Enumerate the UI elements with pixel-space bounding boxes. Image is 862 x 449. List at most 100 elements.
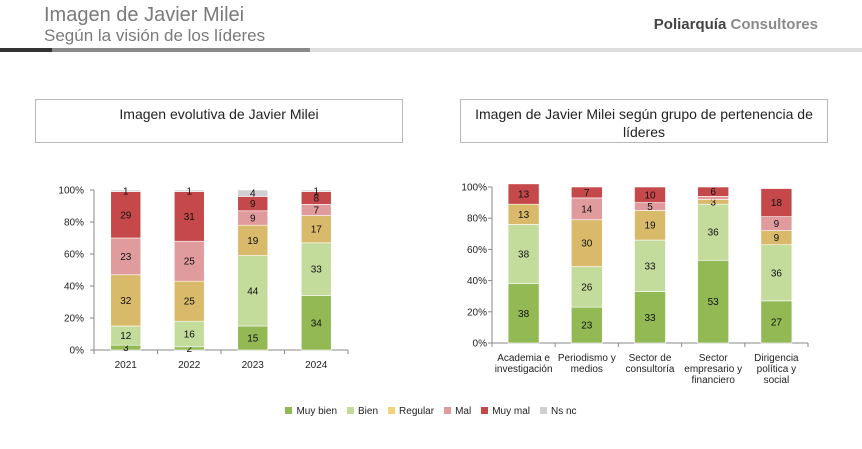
data-label: 1	[186, 186, 192, 197]
data-label: 33	[644, 261, 656, 272]
legend-swatch	[388, 407, 396, 414]
data-label: 32	[120, 296, 132, 307]
bar-segment	[760, 188, 793, 217]
data-label: 27	[771, 317, 783, 328]
x-tick-label: medios	[571, 364, 603, 375]
x-tick-label: social	[764, 375, 790, 386]
x-tick-label: Dirigencia	[754, 353, 799, 364]
legend-swatch	[347, 407, 355, 414]
y-tick-label: 0%	[473, 339, 488, 350]
data-label: 26	[581, 282, 593, 293]
bar-segment	[237, 189, 269, 197]
data-label: 25	[184, 297, 196, 308]
y-tick-label: 100%	[58, 186, 84, 197]
data-label: 14	[581, 204, 593, 215]
brand-logo: Poliarquía Consultores	[654, 16, 818, 33]
data-label: 38	[518, 309, 530, 320]
bar-segment	[173, 189, 205, 192]
data-label: 3	[710, 197, 716, 208]
page-subtitle: Según la visión de los líderes	[44, 26, 266, 45]
bar-segment	[697, 186, 730, 197]
y-tick-label: 40%	[467, 276, 487, 287]
x-tick-label: 2023	[242, 360, 265, 371]
data-label: 4	[250, 189, 256, 200]
legend-label: Ns nc	[550, 406, 577, 417]
y-tick-label: 60%	[467, 245, 487, 256]
data-label: 53	[708, 297, 720, 308]
bar-segment	[760, 300, 793, 344]
y-tick-label: 40%	[64, 282, 84, 293]
data-label: 8	[313, 194, 319, 205]
x-tick-label: Sector	[699, 353, 729, 364]
bar-segment	[173, 320, 205, 348]
data-label: 36	[708, 228, 720, 239]
data-label: 18	[771, 198, 783, 209]
header-rule-mid	[52, 48, 310, 52]
data-label: 3	[123, 343, 129, 354]
x-tick-label: 2021	[115, 360, 138, 371]
data-label: 1	[123, 186, 129, 197]
brand-name-light: Consultores	[730, 16, 818, 33]
legend-label: Bien	[358, 406, 379, 417]
chart-legend: Muy bien Bien Regular Mal Muy mal Ns nc	[0, 406, 862, 417]
legend-label: Mal	[455, 406, 472, 417]
bar-segment	[110, 189, 142, 192]
data-label: 31	[184, 212, 196, 223]
data-label: 34	[311, 318, 323, 329]
legend-item: Muy bien	[285, 406, 337, 417]
header-rule-light	[310, 48, 862, 52]
bar-segment	[570, 186, 603, 199]
legend-label: Muy bien	[296, 406, 338, 417]
data-label: 33	[644, 313, 656, 324]
x-tick-label: investigación	[495, 364, 553, 375]
legend-item: Muy mal	[481, 406, 530, 417]
bar-segment	[110, 274, 142, 327]
data-label: 44	[247, 286, 259, 297]
chart-title-evolution: Imagen evolutiva de Javier Milei	[35, 99, 403, 143]
page-title: Imagen de Javier Milei	[44, 4, 245, 26]
x-tick-label: Periodismo y	[558, 353, 616, 364]
y-tick-label: 80%	[64, 218, 84, 229]
header-rule-dark	[0, 48, 52, 52]
data-label: 9	[774, 233, 780, 244]
x-tick-label: consultoría	[626, 364, 675, 375]
bar-segment	[634, 291, 666, 344]
data-label: 12	[120, 331, 132, 342]
data-label: 7	[584, 188, 590, 199]
bar-segment	[634, 186, 666, 203]
data-label: 23	[581, 321, 593, 332]
y-tick-label: 20%	[64, 314, 84, 325]
x-tick-label: empresario y	[684, 364, 742, 375]
bar-segment	[507, 224, 540, 285]
data-label: 19	[247, 236, 259, 247]
brand-name-bold: Poliarquía	[653, 16, 727, 33]
data-label: 33	[311, 265, 323, 276]
x-tick-label: Academia e	[497, 353, 550, 364]
data-label: 25	[184, 257, 196, 268]
bar-segment	[237, 255, 269, 327]
bar-segment	[110, 191, 142, 239]
y-tick-label: 80%	[467, 214, 487, 225]
legend-label: Muy mal	[492, 406, 530, 417]
data-label: 1	[313, 186, 319, 197]
data-label: 16	[184, 330, 196, 341]
x-tick-label: política y	[757, 364, 796, 375]
chart-title-groups: Imagen de Javier Milei según grupo de pe…	[460, 99, 828, 143]
bar-segment	[507, 183, 540, 205]
data-label: 30	[581, 239, 593, 250]
data-label: 23	[120, 252, 132, 263]
legend-swatch	[285, 407, 293, 414]
bar-segment	[110, 237, 142, 276]
legend-item: Regular	[388, 406, 434, 417]
y-tick-label: 100%	[461, 183, 487, 194]
bar-segment	[697, 260, 730, 344]
y-tick-label: 20%	[467, 307, 487, 318]
x-tick-label: 2024	[305, 360, 328, 371]
data-label: 9	[250, 199, 256, 210]
y-tick-label: 0%	[70, 346, 85, 357]
x-tick-label: financiero	[692, 375, 736, 386]
data-label: 13	[518, 210, 530, 221]
data-label: 5	[647, 202, 653, 213]
legend-item: Ns nc	[539, 406, 577, 417]
